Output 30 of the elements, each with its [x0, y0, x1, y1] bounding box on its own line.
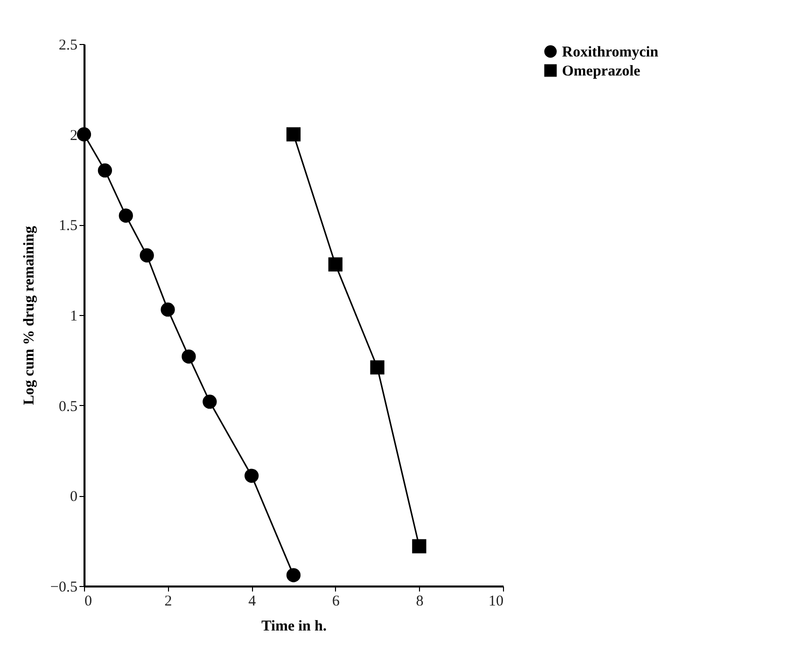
point — [98, 163, 112, 178]
x-tick-label: 4 — [248, 594, 256, 610]
y-tick-label: 1.5 — [58, 218, 78, 234]
y-tick-label: 2.5 — [58, 38, 78, 54]
point — [76, 127, 92, 142]
point — [160, 302, 175, 317]
point — [412, 539, 426, 554]
x-tick-label: 8 — [416, 594, 424, 610]
point — [244, 468, 259, 483]
x-tick-label: 0 — [84, 594, 92, 610]
point — [328, 257, 342, 272]
y-tick-label: 0 — [70, 489, 78, 506]
point — [286, 568, 301, 582]
point — [118, 208, 133, 223]
y-tick-label: 2 — [70, 128, 78, 144]
x-tick-label: 2 — [164, 594, 172, 610]
legend-label: Omeprazole — [562, 64, 641, 80]
y-tick-label: 1 — [70, 308, 78, 324]
y-tick-label: −0.5 — [50, 580, 78, 596]
x-tick-label: 10 — [488, 594, 504, 610]
point — [140, 248, 154, 262]
x-axis-title: Time in h. — [261, 618, 327, 634]
point — [370, 360, 384, 374]
point — [182, 349, 196, 364]
point — [286, 127, 301, 142]
point — [202, 394, 217, 409]
x-tick-label: 6 — [332, 594, 340, 610]
legend-label: Roxithromycin — [562, 44, 660, 60]
y-tick-label: 0.5 — [58, 398, 78, 415]
y-axis-title: Log cum % drug remaining — [21, 226, 38, 405]
